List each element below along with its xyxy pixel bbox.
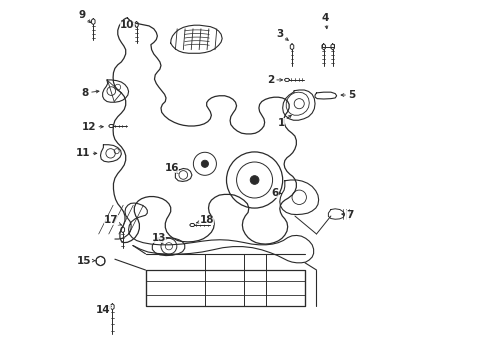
Text: 10: 10 (120, 20, 135, 30)
Text: 8: 8 (81, 88, 99, 98)
Text: 17: 17 (104, 215, 121, 225)
Text: 13: 13 (151, 233, 166, 243)
Text: 4: 4 (321, 13, 328, 29)
Circle shape (201, 160, 208, 167)
Text: 9: 9 (79, 10, 90, 23)
Text: 6: 6 (271, 188, 281, 198)
Text: 14: 14 (96, 305, 111, 315)
Text: 3: 3 (276, 29, 288, 40)
Circle shape (250, 176, 258, 184)
Text: 11: 11 (76, 148, 97, 158)
Text: 18: 18 (196, 215, 214, 225)
Text: 5: 5 (341, 90, 355, 100)
Text: 12: 12 (81, 122, 103, 132)
Text: 1: 1 (277, 115, 291, 128)
Text: 7: 7 (341, 210, 353, 220)
Text: 15: 15 (77, 256, 95, 266)
Text: 16: 16 (164, 163, 179, 174)
Text: 2: 2 (266, 75, 282, 85)
